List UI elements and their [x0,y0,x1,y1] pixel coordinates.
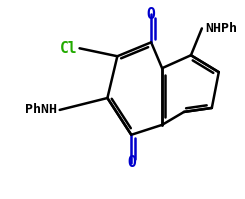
Text: Cl: Cl [60,41,78,56]
Text: O: O [147,7,156,22]
Text: NHPh: NHPh [205,22,237,35]
Text: O: O [127,155,136,170]
Text: PhNH: PhNH [25,103,57,116]
